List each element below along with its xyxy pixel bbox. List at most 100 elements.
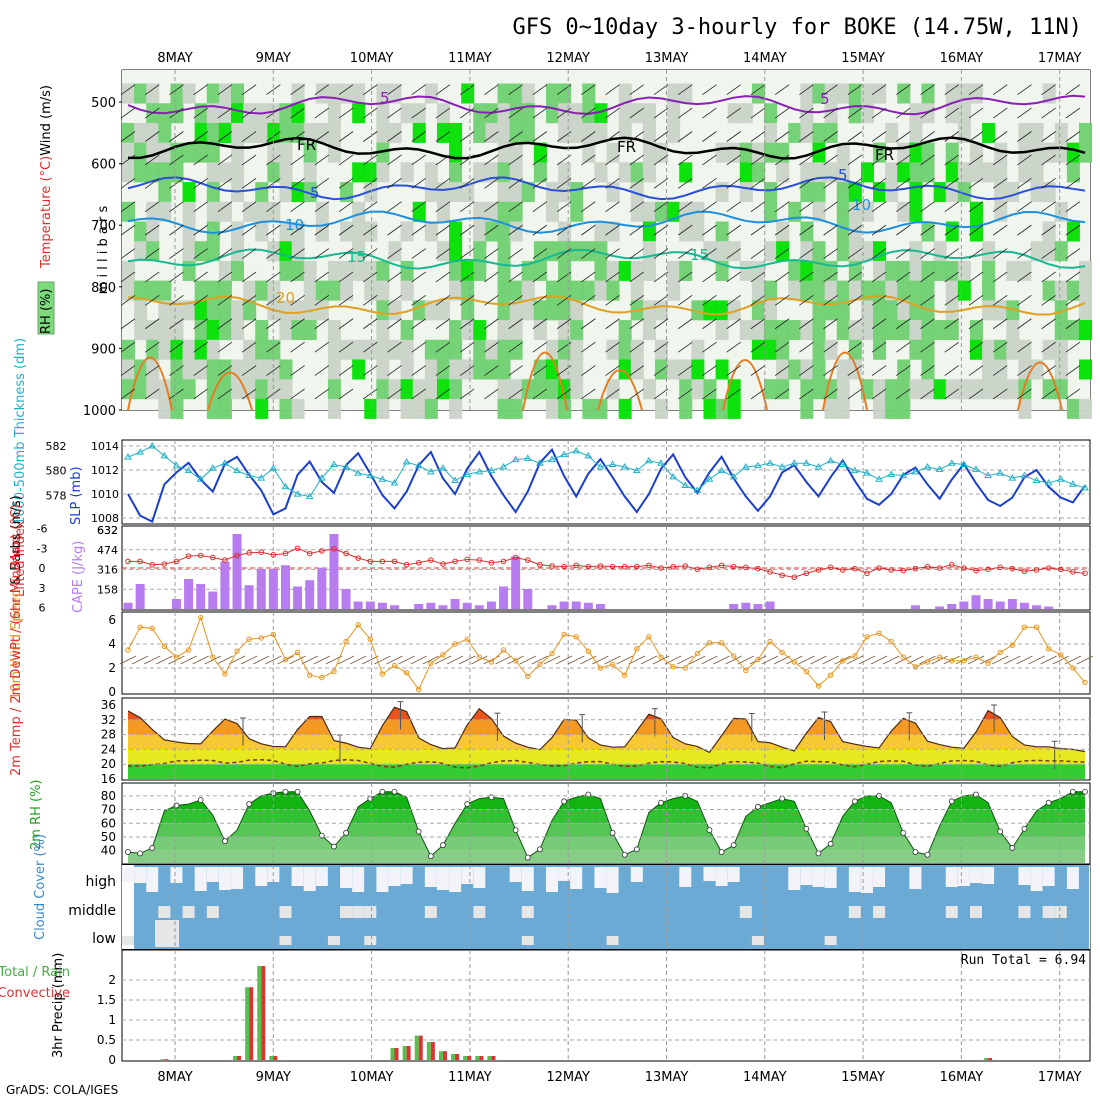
wind-barb <box>629 365 645 376</box>
dewpoint-line <box>128 759 1086 769</box>
wind-barb <box>580 655 597 665</box>
wind-barb <box>774 365 790 376</box>
rh-cell <box>764 379 778 400</box>
isotherm-25-contour <box>722 359 768 411</box>
rh-point <box>1009 845 1016 851</box>
rh-cell <box>158 320 172 341</box>
rh-cell <box>376 162 390 183</box>
rh-cell <box>848 320 862 341</box>
cloud-middle-partial <box>206 906 219 918</box>
wind-barb <box>944 388 959 400</box>
wind-barb <box>411 248 426 259</box>
wind-barb <box>193 341 208 353</box>
wind-barb <box>169 84 184 96</box>
isotherm-25-contour <box>1017 361 1063 411</box>
rh-cell <box>558 260 572 281</box>
wind-barb <box>484 131 499 142</box>
rh-cell <box>957 280 971 301</box>
day-label-top: 12MAY <box>546 51 590 66</box>
cloud-high-clear <box>291 867 304 886</box>
wind-speed-point <box>488 659 495 665</box>
wind-barb <box>435 318 451 330</box>
wind-barb <box>689 655 706 665</box>
wind-barb <box>484 84 499 96</box>
li-point <box>355 555 361 561</box>
wind-barb <box>144 84 160 96</box>
rh-cell <box>218 379 232 400</box>
wind-barb <box>1065 248 1081 259</box>
wind-barb <box>411 341 426 353</box>
wind-barb <box>847 177 863 189</box>
thickness-point <box>172 461 181 469</box>
cape-bar <box>935 606 945 609</box>
wind-speed-point <box>949 658 955 664</box>
rh-cell <box>449 122 463 143</box>
wind-barb <box>508 341 523 353</box>
rh-cell <box>1006 379 1020 400</box>
cape-bar <box>559 601 569 609</box>
rh-cell <box>897 260 911 281</box>
rh-cell <box>231 162 245 183</box>
li-point <box>1057 566 1064 573</box>
rh-cell <box>1030 359 1044 380</box>
rh-cell <box>570 201 584 222</box>
rh-cell <box>327 398 341 419</box>
rh-cell <box>824 103 838 124</box>
rh-cell <box>800 398 814 419</box>
wind-barb <box>459 271 475 283</box>
rh-cell <box>594 103 608 124</box>
rh-cell <box>1054 241 1068 262</box>
wind-barb <box>750 84 766 96</box>
wind-barb <box>774 318 790 330</box>
rh-cell <box>122 162 135 183</box>
wind-speed-point <box>621 672 628 678</box>
wind-barb <box>678 365 693 376</box>
rh-cell <box>812 260 826 281</box>
rh-cell <box>327 83 341 104</box>
rh-cell <box>473 359 487 380</box>
wind-barb <box>581 107 596 119</box>
wind-speed-point <box>646 634 652 640</box>
thickness-point <box>281 482 290 490</box>
contour-label: 10 <box>285 216 304 234</box>
wind-barb <box>774 341 790 353</box>
rh-cell <box>158 142 172 163</box>
wind-barb <box>992 248 1008 259</box>
wind-speed-point <box>500 647 507 653</box>
chart-title: GFS 0~10day 3-hourly for BOKE (14.75W, 1… <box>512 15 1082 40</box>
wind-barb <box>823 224 838 236</box>
rh-cell <box>1079 320 1092 341</box>
cloud-high-clear <box>231 867 244 889</box>
rh-cell <box>715 359 729 380</box>
wind-barb <box>169 131 184 142</box>
rh-cell <box>764 280 778 301</box>
rh-cell <box>134 83 148 104</box>
wind-barb <box>992 201 1008 213</box>
rh-cell <box>957 379 971 400</box>
wind-speed-point <box>815 683 822 689</box>
isotherm-25-contour <box>522 351 568 411</box>
wind-barb <box>702 107 717 119</box>
cloud-high-clear <box>570 867 583 889</box>
wind-barb <box>374 655 391 665</box>
wind-barb <box>1041 177 1056 189</box>
wind-speed-point <box>367 636 373 642</box>
rh-band <box>128 795 1085 810</box>
rh-cell <box>340 260 354 281</box>
li-point <box>682 563 689 569</box>
day-label-top: 10MAY <box>350 51 394 66</box>
li-point <box>791 574 798 581</box>
rh-cell <box>521 103 535 124</box>
thickness-point <box>572 446 581 454</box>
wind-barb <box>144 154 160 166</box>
rh-cell <box>982 280 996 301</box>
wind-barb <box>435 201 451 213</box>
wind-barb <box>1052 655 1069 665</box>
rh-cell <box>194 280 208 301</box>
cloud-high-clear <box>812 867 825 887</box>
cape-bar <box>1032 605 1042 609</box>
wind-barb <box>363 248 378 259</box>
temp-tick-label: 36 <box>101 698 116 712</box>
rh-cell <box>897 320 911 341</box>
rh-cell <box>921 221 935 242</box>
